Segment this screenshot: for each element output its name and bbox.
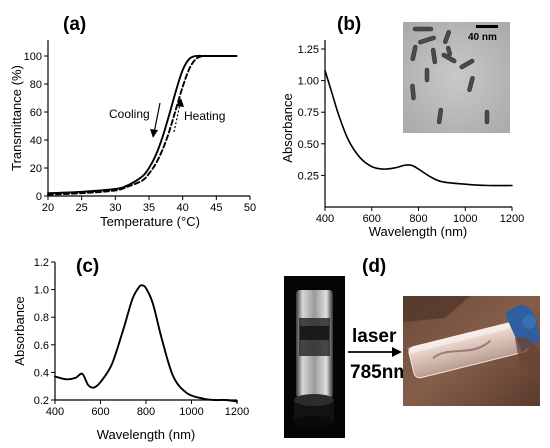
- x-tick-label: 800: [409, 213, 427, 225]
- chart-c: 400 600 800 1000 1200 0.2 0.4 0.6 0.8 1.0 1.2 Wav…: [12, 257, 249, 442]
- y-tick-label: 0: [36, 191, 42, 203]
- chart-a-annotation-cooling: Cooling: [109, 107, 150, 121]
- y-tick-label: 0.75: [298, 107, 319, 119]
- tem-inset-image: 40 nm: [403, 22, 510, 133]
- x-tick-label: 50: [244, 202, 256, 214]
- chart-a-y-ticks: 0 20 40 60 80 100: [24, 51, 48, 203]
- heating-arrow: [173, 103, 181, 133]
- panel-label-b: (b): [337, 14, 361, 35]
- chart-a-series-cooling: [47, 54, 238, 195]
- chart-c-axes: [54, 262, 237, 401]
- laser-wavelength-label: 785nm: [350, 362, 410, 383]
- chart-c-ylabel: Absorbance: [12, 296, 27, 365]
- laser-arrow-head: [392, 347, 402, 357]
- y-tick-label: 0.4: [34, 367, 49, 379]
- x-tick-label: 20: [42, 202, 54, 214]
- scale-bar: [476, 25, 498, 28]
- y-tick-label: 100: [24, 51, 42, 63]
- chart-a-series-heating: [47, 54, 238, 196]
- heating-arrow-head: [176, 98, 184, 107]
- vial-photo: [284, 276, 345, 438]
- x-tick-label: 45: [210, 202, 222, 214]
- y-tick-label: 1.0: [34, 285, 49, 297]
- x-tick-label: 25: [76, 202, 88, 214]
- y-tick-label: 40: [30, 135, 42, 147]
- chart-b-series: [324, 69, 513, 187]
- x-tick-label: 35: [143, 202, 155, 214]
- laser-label: laser: [352, 326, 397, 347]
- y-tick-label: 0.2: [34, 395, 49, 407]
- x-tick-label: 1000: [453, 213, 477, 225]
- chart-b-y-ticks: 0.25 0.50 0.75 1.00 1.25: [298, 44, 325, 182]
- chart-c-y-ticks: 0.2 0.4 0.6 0.8 1.0 1.2: [34, 257, 55, 407]
- chart-b-x-ticks: 400 600 800 1000 1200: [316, 207, 524, 225]
- tube-photo: [403, 296, 540, 406]
- x-tick-label: 400: [46, 406, 64, 418]
- x-tick-label: 1200: [500, 213, 524, 225]
- x-tick-label: 600: [363, 213, 381, 225]
- y-tick-label: 1.25: [298, 44, 319, 56]
- chart-c-series-curve: [54, 284, 238, 403]
- x-tick-label: 30: [109, 202, 121, 214]
- chart-b-xlabel: Wavelength (nm): [369, 224, 468, 239]
- x-tick-label: 600: [91, 406, 109, 418]
- x-tick-label: 1200: [225, 406, 249, 418]
- chart-a-x-ticks: 20 25 30 35 40 45 50: [42, 196, 256, 214]
- chart-a-ylabel: Transmittance (%): [9, 65, 24, 171]
- panel-d: laser 785nm: [284, 276, 540, 438]
- y-tick-label: 80: [30, 79, 42, 91]
- y-tick-label: 1.00: [298, 76, 319, 88]
- panel-label-d: (d): [362, 256, 386, 277]
- chart-b-ylabel: Absorbance: [280, 93, 295, 162]
- cooling-arrow: [153, 102, 161, 134]
- chart-b-series-curve: [324, 69, 513, 187]
- y-tick-label: 0.8: [34, 312, 49, 324]
- chart-b: 400 600 800 1000 1200 0.25 0.50 0.75 1.00 1.25 W…: [280, 22, 524, 239]
- chart-c-series: [54, 284, 238, 403]
- x-tick-label: 1000: [179, 406, 203, 418]
- x-tick-label: 40: [177, 202, 189, 214]
- x-tick-label: 800: [137, 406, 155, 418]
- y-tick-label: 0.6: [34, 340, 49, 352]
- x-tick-label: 400: [316, 213, 334, 225]
- y-tick-label: 20: [30, 163, 42, 175]
- chart-a-xlabel: Temperature (°C): [100, 214, 200, 229]
- y-tick-label: 60: [30, 107, 42, 119]
- scale-bar-label: 40 nm: [468, 32, 497, 43]
- chart-c-xlabel: Wavelength (nm): [97, 427, 196, 442]
- y-tick-label: 0.25: [298, 170, 319, 182]
- chart-a-annotation-heating: Heating: [184, 109, 225, 123]
- y-tick-label: 0.50: [298, 139, 319, 151]
- cooling-arrow-head: [150, 129, 158, 138]
- chart-c-x-ticks: 400 600 800 1000 1200: [46, 400, 249, 418]
- panel-label-a: (a): [63, 14, 86, 35]
- chart-a-series: [47, 54, 238, 196]
- panel-label-c: (c): [76, 256, 99, 277]
- y-tick-label: 1.2: [34, 257, 49, 269]
